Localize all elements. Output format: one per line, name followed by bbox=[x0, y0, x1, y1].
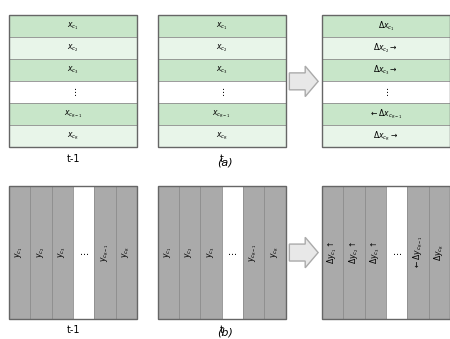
Text: $x_{c_3}$: $x_{c_3}$ bbox=[67, 64, 79, 76]
Bar bbox=[343, 186, 365, 319]
Text: $x_{c_R}$: $x_{c_R}$ bbox=[67, 131, 79, 142]
Bar bbox=[9, 125, 137, 147]
Bar bbox=[9, 103, 137, 125]
Bar bbox=[158, 15, 286, 37]
Bar bbox=[9, 186, 137, 319]
Bar bbox=[364, 186, 386, 319]
Bar bbox=[322, 15, 450, 147]
Text: $\cdots$: $\cdots$ bbox=[79, 248, 89, 257]
Bar bbox=[386, 186, 407, 319]
Text: $y_{c_R}$: $y_{c_R}$ bbox=[269, 246, 281, 259]
Bar bbox=[9, 15, 137, 147]
Text: $\cdots$: $\cdots$ bbox=[392, 248, 401, 257]
Text: (b): (b) bbox=[217, 327, 233, 337]
Text: $y_{c_1}$: $y_{c_1}$ bbox=[14, 247, 26, 258]
Text: $\Delta y_{c_3}\uparrow$: $\Delta y_{c_3}\uparrow$ bbox=[369, 241, 382, 264]
Text: $x_{c_R}$: $x_{c_R}$ bbox=[216, 131, 228, 142]
Text: $\Delta x_{c_2}\rightarrow$: $\Delta x_{c_2}\rightarrow$ bbox=[374, 42, 398, 55]
Bar bbox=[116, 186, 137, 319]
Text: $x_{c_1}$: $x_{c_1}$ bbox=[67, 20, 79, 32]
Text: t-1: t-1 bbox=[66, 325, 80, 335]
Bar bbox=[158, 81, 286, 103]
Bar bbox=[73, 186, 94, 319]
Bar bbox=[158, 15, 286, 147]
Text: $x_{c_{R-1}}$: $x_{c_{R-1}}$ bbox=[63, 108, 83, 120]
Bar bbox=[322, 186, 450, 319]
Text: $y_{c_R}$: $y_{c_R}$ bbox=[121, 246, 132, 259]
Bar bbox=[158, 186, 179, 319]
Bar bbox=[322, 81, 450, 103]
Bar bbox=[200, 186, 221, 319]
Text: t: t bbox=[220, 154, 224, 164]
Text: $x_{c_1}$: $x_{c_1}$ bbox=[216, 20, 228, 32]
Bar bbox=[264, 186, 286, 319]
Bar bbox=[428, 186, 450, 319]
Bar bbox=[179, 186, 200, 319]
Bar bbox=[322, 186, 343, 319]
Bar bbox=[221, 186, 243, 319]
Bar bbox=[9, 81, 137, 103]
Text: $\Delta y_{c_1}\uparrow$: $\Delta y_{c_1}\uparrow$ bbox=[326, 241, 339, 264]
Bar bbox=[9, 37, 137, 59]
Bar bbox=[322, 59, 450, 81]
Bar bbox=[52, 186, 73, 319]
Bar bbox=[30, 186, 52, 319]
Bar bbox=[322, 15, 450, 37]
Text: $\vdots$: $\vdots$ bbox=[70, 86, 76, 98]
Text: $\leftarrow\Delta x_{c_{R-1}}$: $\leftarrow\Delta x_{c_{R-1}}$ bbox=[369, 108, 402, 121]
Text: $x_{c_2}$: $x_{c_2}$ bbox=[216, 42, 227, 54]
Bar bbox=[94, 186, 116, 319]
Polygon shape bbox=[289, 237, 318, 268]
Bar bbox=[158, 59, 286, 81]
Text: $x_{c_3}$: $x_{c_3}$ bbox=[216, 64, 228, 76]
Bar bbox=[407, 186, 428, 319]
Text: $\Delta x_{c_1}$: $\Delta x_{c_1}$ bbox=[378, 20, 394, 33]
Bar bbox=[243, 186, 264, 319]
Bar bbox=[9, 59, 137, 81]
Text: $y_{c_{R-1}}$: $y_{c_{R-1}}$ bbox=[248, 243, 260, 262]
Text: $y_{c_2}$: $y_{c_2}$ bbox=[35, 247, 47, 258]
Text: $y_{c_3}$: $y_{c_3}$ bbox=[57, 247, 68, 258]
Text: $\Delta y_{c_R}$: $\Delta y_{c_R}$ bbox=[432, 244, 446, 261]
Text: $\Delta y_{c_2}\uparrow$: $\Delta y_{c_2}\uparrow$ bbox=[347, 241, 360, 264]
Bar bbox=[158, 186, 286, 319]
Text: $\Delta x_{c_R}\rightarrow$: $\Delta x_{c_R}\rightarrow$ bbox=[374, 130, 398, 143]
Text: $y_{c_{R-1}}$: $y_{c_{R-1}}$ bbox=[99, 243, 111, 262]
Bar bbox=[322, 37, 450, 59]
Text: $y_{c_3}$: $y_{c_3}$ bbox=[205, 247, 217, 258]
Text: t: t bbox=[220, 325, 224, 335]
Bar bbox=[9, 186, 30, 319]
Bar bbox=[322, 103, 450, 125]
Polygon shape bbox=[289, 66, 318, 97]
Bar bbox=[9, 15, 137, 37]
Text: t-1: t-1 bbox=[66, 154, 80, 164]
Text: $\vdots$: $\vdots$ bbox=[382, 86, 389, 98]
Text: $y_{c_1}$: $y_{c_1}$ bbox=[162, 247, 174, 258]
Text: $\cdots$: $\cdots$ bbox=[227, 248, 237, 257]
Bar bbox=[322, 125, 450, 147]
Text: (a): (a) bbox=[217, 158, 233, 168]
Text: $x_{c_{R-1}}$: $x_{c_{R-1}}$ bbox=[212, 108, 231, 120]
Bar bbox=[158, 37, 286, 59]
Text: $x_{c_2}$: $x_{c_2}$ bbox=[68, 42, 79, 54]
Text: $\vdots$: $\vdots$ bbox=[218, 86, 225, 98]
Text: $\leftarrow\Delta y_{c_{R-1}}$: $\leftarrow\Delta y_{c_{R-1}}$ bbox=[411, 236, 425, 269]
Bar bbox=[158, 103, 286, 125]
Text: $y_{c_2}$: $y_{c_2}$ bbox=[184, 247, 195, 258]
Text: $\Delta x_{c_3}\rightarrow$: $\Delta x_{c_3}\rightarrow$ bbox=[374, 64, 398, 77]
Bar bbox=[158, 125, 286, 147]
